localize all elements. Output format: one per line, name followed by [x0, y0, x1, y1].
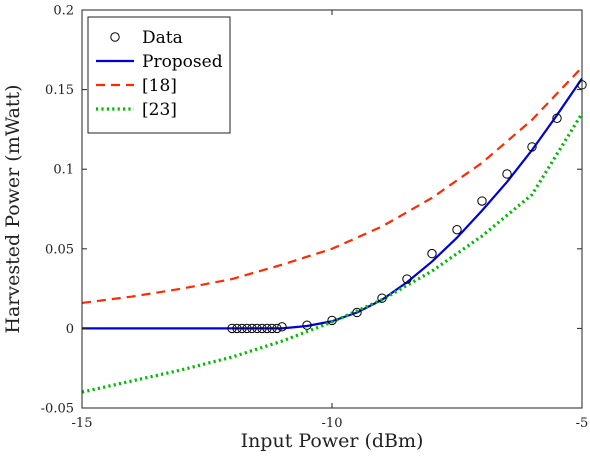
series-line-18: [81, 66, 583, 305]
legend-label-23: [23]: [142, 100, 177, 120]
y-tick-label: 0.1: [53, 163, 74, 178]
legend-label-data: Data: [142, 28, 183, 48]
series-line-23: [81, 112, 584, 394]
data-point-marker: [302, 320, 312, 330]
data-point-marker: [247, 323, 257, 334]
data-point-marker: [277, 322, 287, 332]
x-tick-label: -15: [72, 416, 93, 431]
series-line-proposed: [82, 77, 583, 330]
legend: Data Proposed [18] [23]: [87, 16, 231, 134]
x-axis-title: Input Power (dBm): [241, 430, 424, 452]
legend-label-proposed: Proposed: [142, 52, 223, 72]
data-point-marker: [262, 323, 272, 334]
data-point-marker: [252, 323, 262, 334]
data-point-marker: [327, 315, 337, 326]
data-point-marker: [257, 323, 267, 334]
y-tick-label: 0.05: [45, 242, 74, 257]
data-point-marker: [527, 142, 537, 152]
data-point-marker: [402, 274, 412, 284]
data-point-marker: [232, 323, 242, 334]
data-point-marker: [427, 248, 437, 259]
data-point-marker: [227, 323, 237, 334]
data-point-marker: [267, 323, 277, 334]
data-point-marker: [237, 323, 247, 334]
y-tick-label: 0: [66, 322, 74, 337]
y-tick-label: 0.15: [45, 83, 74, 98]
data-point-marker: [377, 293, 387, 303]
data-point-marker: [352, 307, 362, 318]
y-tick-label: 0.2: [53, 4, 74, 19]
y-axis-title: Harvested Power (mWatt): [2, 84, 24, 333]
data-point-marker: [502, 169, 512, 179]
x-tick-label: -10: [322, 416, 343, 431]
legend-box: [87, 16, 231, 134]
legend-label-18: [18]: [142, 76, 177, 96]
data-point-marker: [452, 224, 462, 235]
data-point-marker: [552, 113, 562, 123]
series-layer: [81, 66, 587, 394]
x-tick-label: -5: [576, 416, 589, 431]
y-tick-label: -0.05: [41, 402, 74, 417]
legend-marker-data: [110, 32, 120, 42]
data-point-marker: [477, 196, 487, 206]
axis-layer: -15 -10 -5 -0.05 0 0.05 0.1 0.15 0.2: [41, 4, 589, 432]
data-point-marker: [272, 323, 282, 334]
data-point-marker: [242, 323, 252, 334]
